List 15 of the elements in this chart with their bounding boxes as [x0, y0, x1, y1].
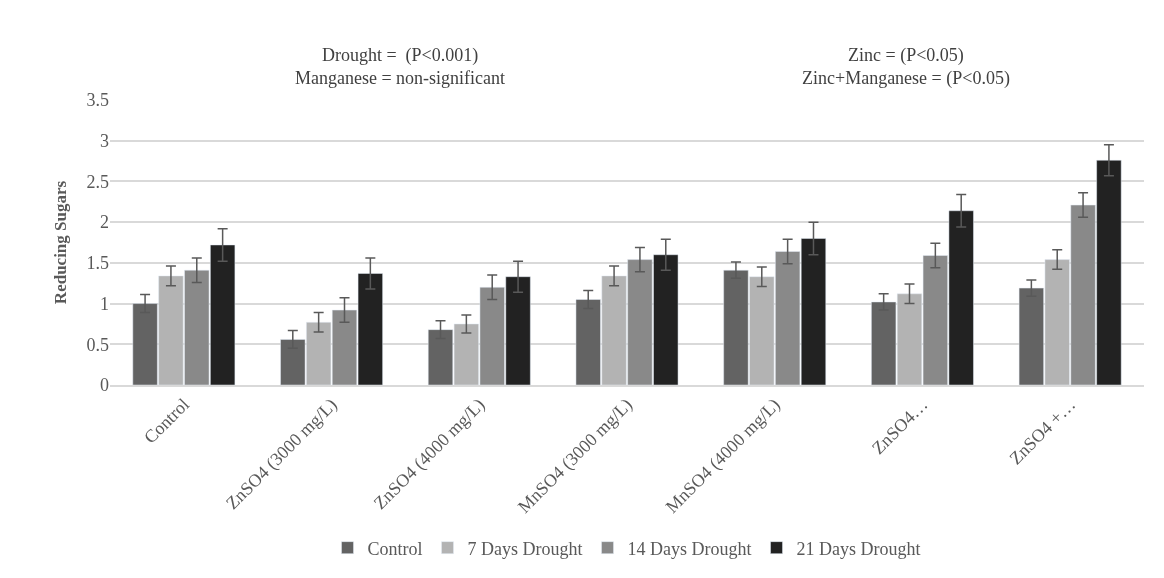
y-axis-title: Reducing Sugars — [51, 180, 71, 305]
y-tick-label: 3 — [100, 131, 109, 152]
text: Drought = (P<0.001) Manganese = non-significant — [295, 45, 506, 89]
y-tick-label: 0.5 — [86, 334, 109, 355]
legend-label: 21 Days Drought — [796, 538, 921, 559]
legend-label: Control — [367, 538, 423, 559]
y-tick-label: 1 — [100, 293, 109, 314]
y-tick-label: 2 — [100, 212, 109, 233]
y-tick-label: 3.5 — [86, 90, 109, 111]
y-tick-label: 0 — [100, 375, 109, 396]
text: Zinc = (P<0.05) Zinc+Manganese = (P<0.05) — [802, 45, 1010, 90]
y-tick-label: 2.5 — [86, 171, 109, 192]
legend-label: 7 Days Drought — [467, 538, 583, 559]
legend-label: 14 Days Drought — [627, 538, 752, 559]
y-tick-label: 1.5 — [86, 253, 109, 274]
